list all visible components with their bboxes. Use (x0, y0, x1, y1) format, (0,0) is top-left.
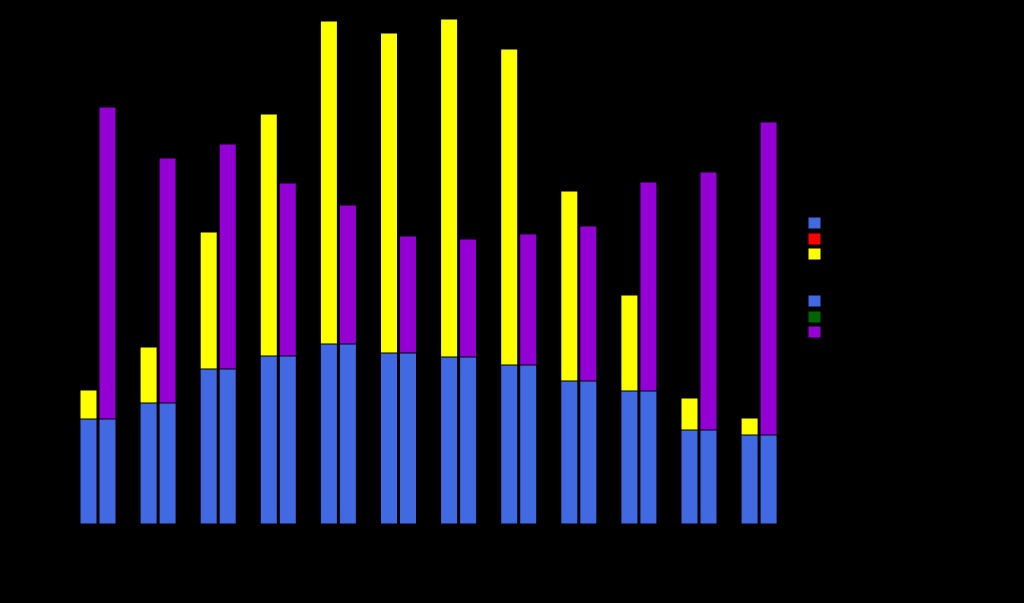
bar-segment-cat4-bar2-series3 (278, 182, 297, 357)
bar-segment-cat11-bar2-series3 (699, 171, 718, 431)
legend-swatch-1 (807, 216, 822, 230)
bar-segment-cat2-bar1-series3 (139, 346, 158, 404)
bar-segment-cat8-bar2-series1 (519, 364, 538, 525)
bar-segment-cat5-bar2-series3 (338, 204, 357, 345)
bar-segment-cat6-bar1-series3 (380, 32, 398, 354)
legend-swatch-2 (807, 232, 822, 246)
bar-segment-cat3-bar1-series1 (199, 368, 218, 525)
bar-segment-cat6-bar1-series1 (380, 352, 398, 525)
bar-segment-cat10-bar1-series1 (620, 390, 639, 525)
bar-segment-cat12-bar1-series1 (740, 434, 759, 525)
bar-segment-cat1-bar1-series3 (79, 389, 98, 420)
bar-segment-cat1-bar2-series3 (98, 106, 117, 420)
bar-segment-cat2-bar1-series1 (139, 402, 158, 525)
bar-segment-cat3-bar2-series3 (218, 143, 237, 370)
bar-segment-cat10-bar2-series3 (639, 181, 658, 392)
bar-segment-cat8-bar2-series3 (519, 233, 538, 366)
bar-segment-cat3-bar1-series3 (199, 231, 218, 370)
bar-segment-cat7-bar2-series1 (459, 356, 478, 525)
bar-segment-cat5-bar2-series1 (338, 343, 357, 525)
bar-segment-cat9-bar2-series3 (579, 225, 598, 382)
bars-layer (79, 18, 778, 525)
bar-segment-cat6-bar2-series1 (399, 352, 417, 525)
bar-segment-cat12-bar2-series3 (759, 121, 778, 436)
bar-segment-cat7-bar1-series1 (440, 356, 459, 525)
bar-segment-cat7-bar1-series3 (440, 18, 459, 358)
legend (807, 216, 822, 339)
bar-segment-cat6-bar2-series3 (399, 235, 417, 354)
bar-segment-cat9-bar1-series1 (560, 380, 579, 525)
bar-segment-cat4-bar1-series1 (259, 355, 278, 525)
bar-segment-cat10-bar2-series1 (639, 390, 658, 525)
legend-swatch-6 (807, 325, 822, 339)
legend-swatch-4 (807, 294, 822, 308)
bar-segment-cat4-bar1-series3 (259, 113, 278, 357)
bar-segment-cat11-bar1-series1 (680, 429, 699, 525)
bar-segment-cat2-bar2-series1 (158, 402, 177, 525)
bar-segment-cat4-bar2-series1 (278, 355, 297, 525)
bar-segment-cat11-bar2-series1 (699, 429, 718, 525)
bar-segment-cat5-bar1-series1 (319, 343, 338, 525)
bar-segment-cat3-bar2-series1 (218, 368, 237, 525)
bar-segment-cat1-bar1-series1 (79, 418, 98, 525)
legend-swatch-5 (807, 310, 822, 324)
bar-segment-cat2-bar2-series3 (158, 157, 177, 404)
bar-segment-cat1-bar2-series1 (98, 418, 117, 525)
bar-segment-cat12-bar1-series3 (740, 417, 759, 436)
bar-segment-cat8-bar1-series1 (500, 364, 519, 525)
bar-segment-cat7-bar2-series3 (459, 238, 478, 358)
bar-segment-cat12-bar2-series1 (759, 434, 778, 525)
bar-segment-cat9-bar1-series3 (560, 190, 579, 382)
bar-segment-cat11-bar1-series3 (680, 397, 699, 431)
bar-segment-cat8-bar1-series3 (500, 48, 519, 366)
legend-swatch-3 (807, 247, 822, 261)
bar-segment-cat5-bar1-series3 (319, 20, 338, 345)
bar-segment-cat9-bar2-series1 (579, 380, 598, 525)
bar-segment-cat10-bar1-series3 (620, 294, 639, 392)
